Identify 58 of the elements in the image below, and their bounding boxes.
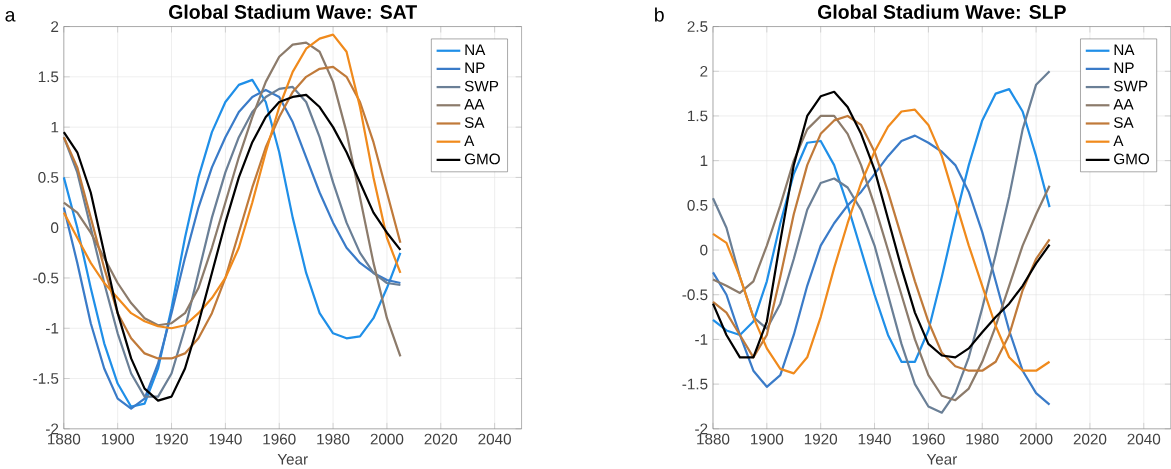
x-tick-label: 1960: [912, 433, 945, 445]
y-tick-label: 2: [51, 21, 59, 32]
x-tick-label: 2040: [478, 433, 511, 445]
legend-label: NA: [465, 44, 486, 55]
y-tick-label: 1: [51, 121, 59, 133]
legend-label: NP: [465, 62, 485, 73]
legend-label: SWP: [1114, 80, 1148, 92]
x-tick-label: 1940: [209, 433, 242, 445]
y-tick-label: -1.5: [33, 373, 59, 384]
x-tick-label: 2020: [1073, 433, 1107, 445]
y-tick-label: -0.5: [682, 289, 708, 300]
y-tick-label: 1.5: [688, 110, 708, 122]
y-tick-label: 0.5: [687, 199, 708, 211]
x-axis-title: Year: [277, 453, 308, 465]
x-tick-label: 2020: [424, 433, 458, 445]
legend-label: A: [1113, 135, 1124, 146]
y-tick-label: -1: [695, 334, 708, 345]
x-tick-label: 2000: [1019, 433, 1053, 445]
text: a: [5, 10, 16, 22]
y-tick-label: -1.5: [682, 378, 708, 390]
x-tick-label: 1900: [751, 433, 784, 445]
legend-label: SWP: [464, 80, 499, 92]
y-tick-label: 1.5: [38, 71, 59, 83]
legend-label: AA: [1113, 98, 1134, 110]
y-tick-label: 2: [700, 65, 708, 77]
x-tick-label: 1880: [48, 433, 81, 445]
y-tick-label: -1: [46, 322, 59, 334]
x-tick-label: 1960: [263, 433, 296, 445]
x-tick-label: 1940: [858, 433, 891, 445]
chart-title: Global Stadium Wave: SAT: [169, 4, 417, 19]
line-series: [711, 69, 1051, 414]
x-tick-label: 2040: [1127, 433, 1161, 445]
y-tick-label: -2: [46, 423, 59, 434]
x-axis-title: Year: [926, 453, 958, 465]
text: b: [655, 7, 664, 22]
legend-label: GMO: [1114, 153, 1150, 165]
legend-label: SA: [1114, 116, 1134, 128]
y-tick-label: -2: [695, 423, 708, 434]
legend-label: NP: [1114, 62, 1134, 73]
y-tick-label: 0.5: [38, 171, 59, 183]
legend-label: A: [464, 135, 475, 146]
y-tick-label: 2.5: [687, 21, 708, 32]
legend-label: GMO: [464, 153, 500, 165]
y-tick-label: -0.5: [33, 272, 59, 284]
x-tick-label: 2000: [370, 433, 404, 445]
x-tick-label: 1880: [697, 433, 730, 445]
x-tick-label: 1900: [101, 433, 135, 445]
legend-label: SA: [464, 116, 485, 128]
y-tick-label: 0: [51, 222, 59, 233]
legend-label: NA: [1114, 44, 1135, 55]
y-tick-label: 0: [700, 244, 708, 256]
y-tick-label: 1: [700, 155, 708, 166]
x-tick-label: 1980: [966, 433, 999, 445]
x-tick-label: 1920: [804, 433, 838, 445]
x-tick-label: 1920: [155, 433, 188, 445]
x-tick-label: 1980: [317, 433, 350, 445]
legend-label: AA: [464, 98, 485, 110]
chart-title: Global Stadium Wave: SLP: [818, 4, 1066, 19]
